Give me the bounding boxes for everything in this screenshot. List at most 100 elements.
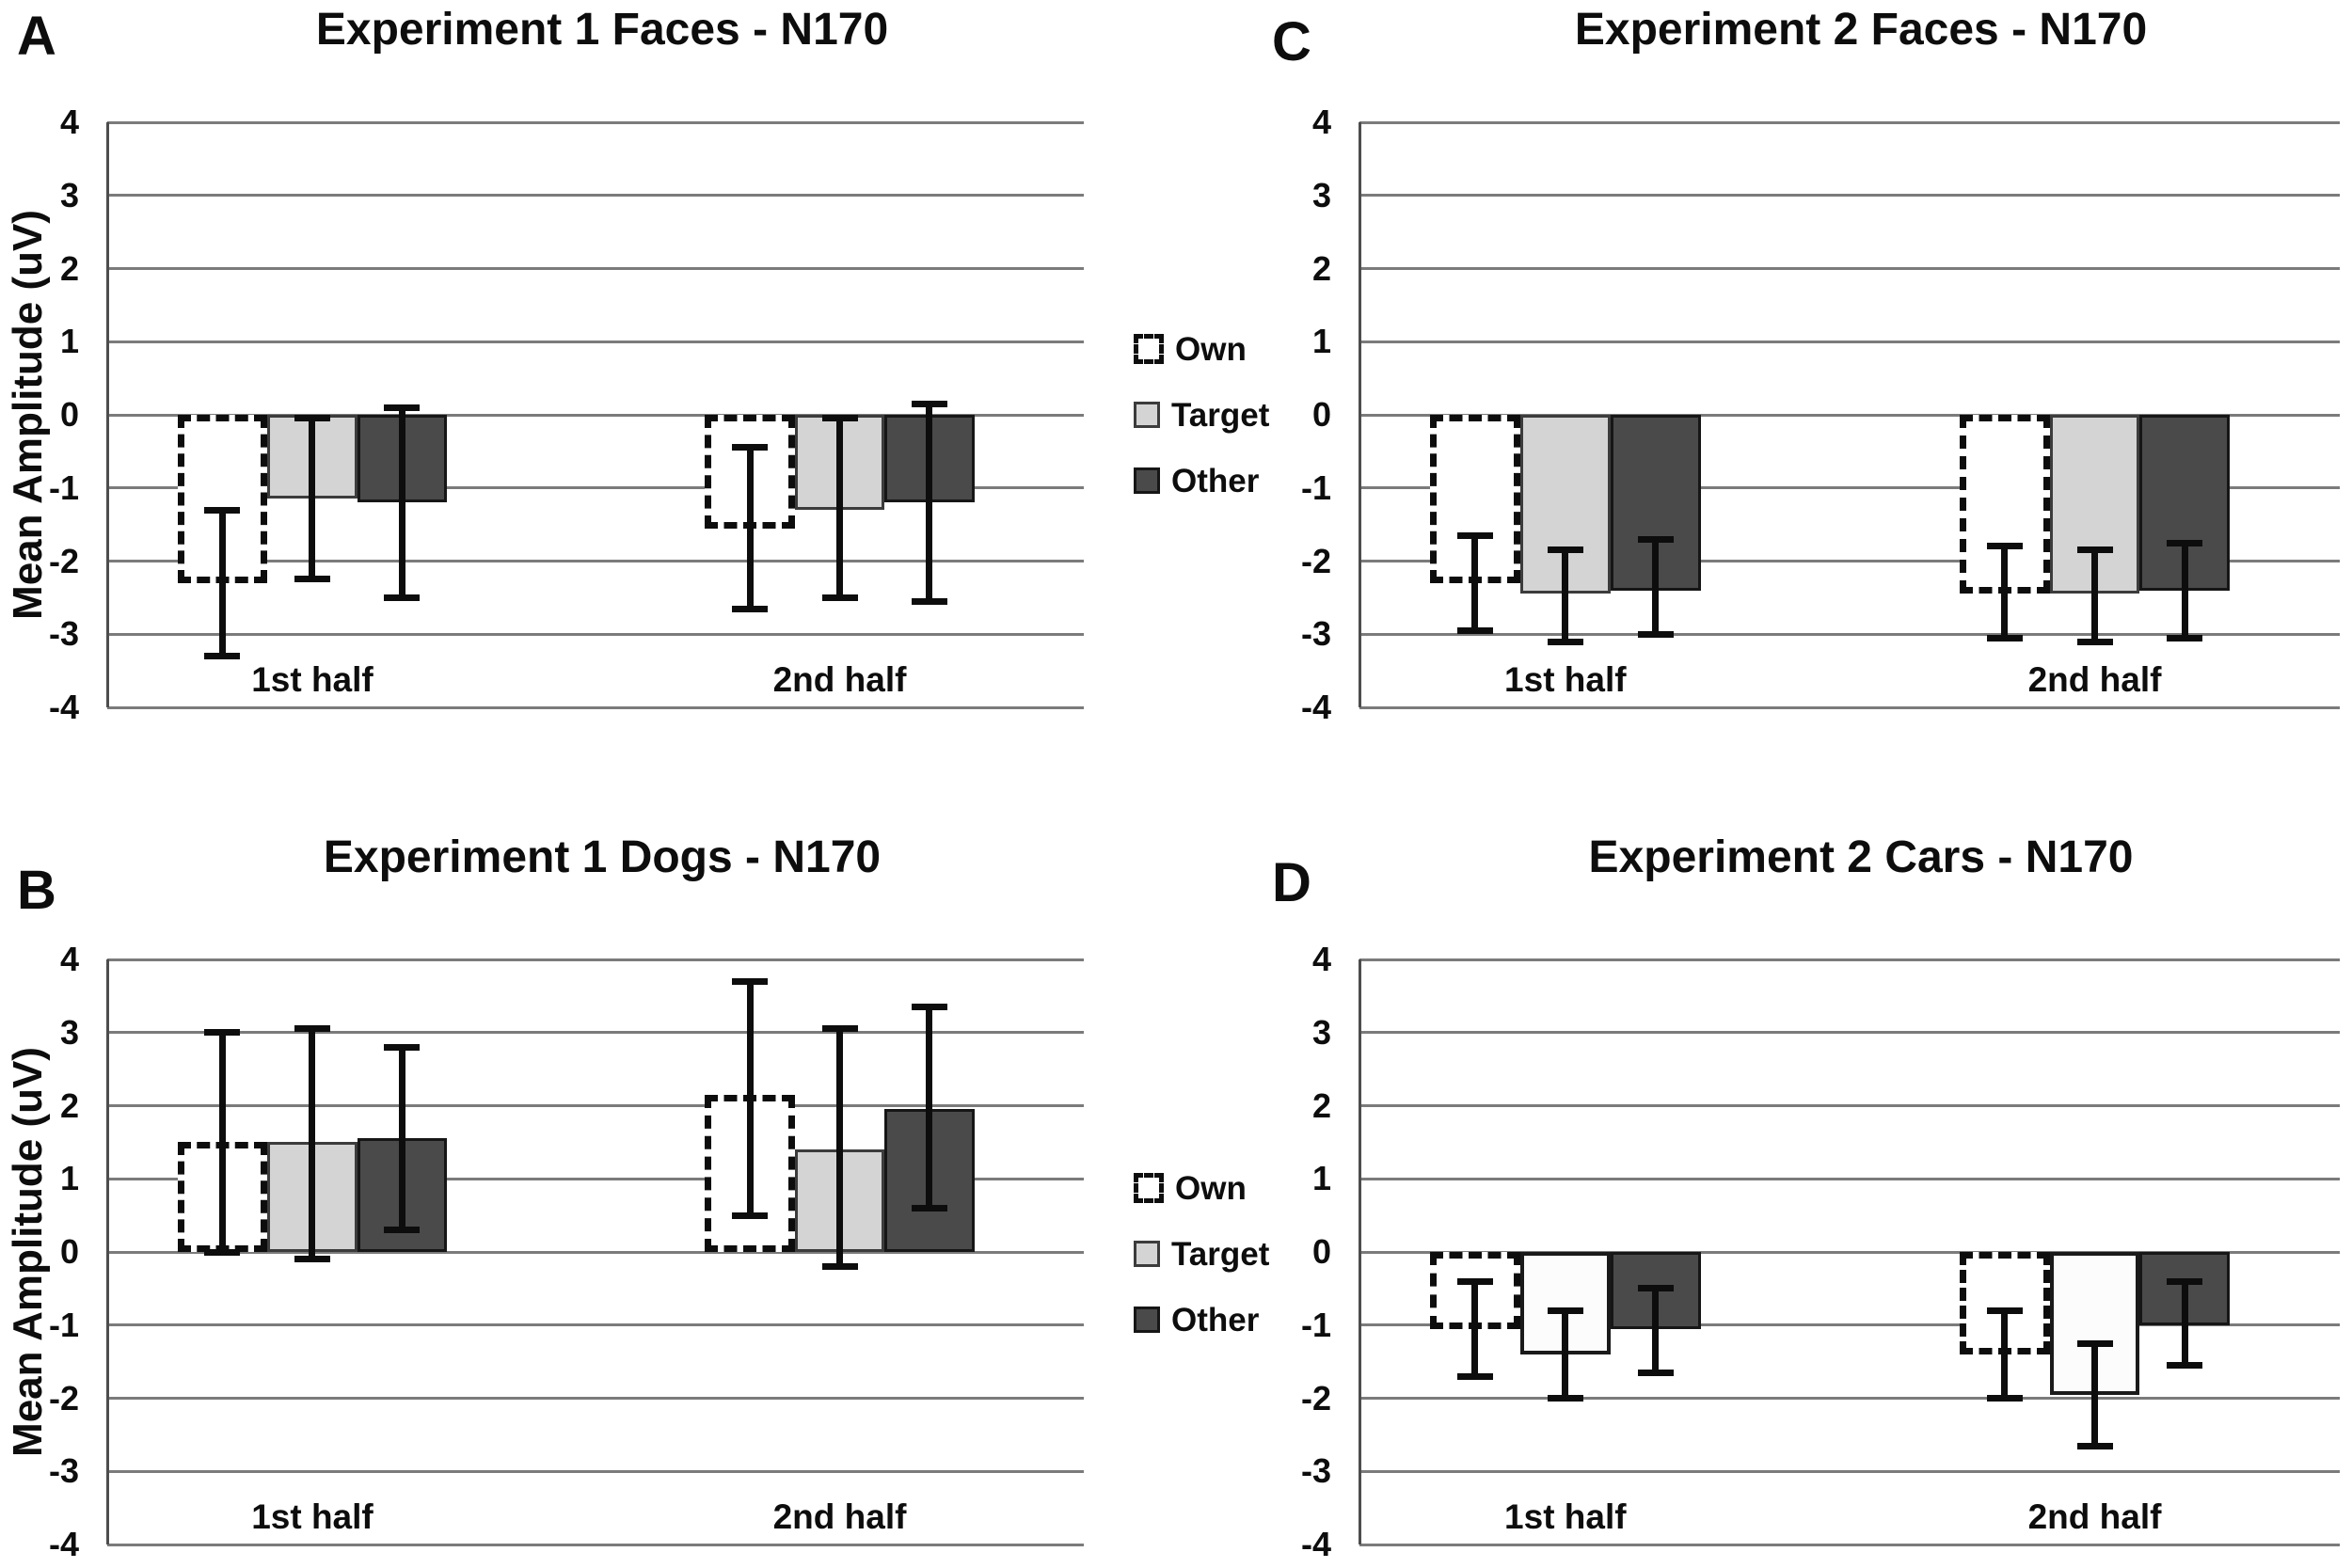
legend-label: Other: [1171, 462, 1260, 499]
y-tick-label: 4: [59, 940, 79, 978]
gridline: [107, 340, 1084, 343]
error-cap-top: [294, 1025, 330, 1033]
y-axis-line: [106, 122, 109, 707]
error-cap-top: [911, 400, 947, 407]
error-cap-top: [2167, 1277, 2203, 1285]
panel-letter: D: [1272, 852, 1311, 913]
bar-other: [1610, 415, 1701, 591]
error-cap-bottom: [911, 597, 947, 605]
gridline: [1359, 705, 2340, 709]
error-cap-bottom: [204, 1248, 241, 1256]
category-label: 2nd half: [2027, 660, 2162, 699]
error-cap-bottom: [1637, 1369, 1674, 1376]
error-cap-bottom: [384, 1227, 421, 1234]
legend-item-target: Target: [1134, 394, 1269, 436]
legend-label: Own: [1175, 1169, 1247, 1207]
y-axis-line: [1359, 959, 1361, 1544]
gridline: [1359, 340, 2340, 343]
legend-bottom-row: Own Target Other: [1134, 1167, 1312, 1346]
target-lightgray-swatch-icon: [1134, 402, 1160, 428]
y-tick-label: 1: [59, 322, 79, 361]
error-bar-other: [2181, 1281, 2188, 1366]
error-bar-own: [1471, 1281, 1479, 1377]
legend-item-own: Own: [1134, 328, 1247, 370]
gridline: [107, 1031, 1084, 1035]
y-tick-label: 3: [59, 175, 79, 214]
gridline: [107, 560, 1084, 562]
error-cap-bottom: [732, 1212, 768, 1219]
error-cap-top: [2076, 546, 2113, 554]
gridline: [107, 958, 1084, 961]
y-tick-label: 1: [1311, 322, 1331, 361]
gridline: [1359, 194, 2340, 198]
gridline: [107, 486, 1084, 490]
y-tick-label: 4: [59, 103, 79, 141]
y-tick-label: 0: [59, 395, 79, 434]
category-label: 2nd half: [772, 1497, 907, 1536]
panel-title: Experiment 2 Faces - N170: [1574, 5, 2148, 55]
y-tick-label: -4: [48, 1525, 79, 1563]
legend-label: Target: [1171, 396, 1270, 434]
gridline: [107, 1250, 1084, 1254]
y-axis-line: [1359, 122, 1361, 707]
own-dashed-swatch-icon: [1134, 1173, 1164, 1203]
error-cap-top: [1986, 543, 2023, 550]
y-tick-label: 2: [1311, 1085, 1331, 1125]
panel-letter: A: [17, 6, 56, 67]
y-tick-label: 0: [1311, 1232, 1331, 1271]
y-tick-label: 2: [1311, 248, 1331, 288]
y-tick-label: -2: [48, 541, 79, 580]
y-tick-label: -4: [1300, 1525, 1331, 1563]
error-bar-target: [2091, 1343, 2098, 1447]
error-bar-own: [2001, 546, 2009, 639]
error-bar-other: [398, 407, 405, 598]
other-darkgray-swatch-icon: [1134, 1307, 1160, 1333]
error-cap-top: [1547, 546, 1583, 554]
error-cap-bottom: [1456, 626, 1493, 634]
gridline: [107, 413, 1084, 417]
y-tick-label: 2: [59, 1085, 79, 1125]
y-tick-label: -4: [1300, 688, 1331, 726]
error-cap-top: [204, 506, 241, 514]
own-dashed-swatch-icon: [1134, 334, 1164, 364]
error-bar-other: [1652, 539, 1660, 635]
error-cap-top: [911, 1004, 947, 1011]
error-cap-bottom: [294, 1256, 330, 1263]
y-tick-label: -1: [1300, 1305, 1331, 1344]
error-bar-target: [1562, 549, 1569, 642]
y-tick-label: 4: [1311, 940, 1331, 978]
category-label: 1st half: [251, 1497, 373, 1536]
error-bar-other: [398, 1047, 405, 1230]
error-cap-top: [732, 977, 768, 985]
error-bar-target: [836, 1028, 843, 1267]
panel-letter: C: [1272, 11, 1311, 72]
error-cap-bottom: [2076, 638, 2113, 645]
error-cap-bottom: [384, 594, 421, 601]
legend-label: Target: [1171, 1235, 1270, 1273]
error-bar-own: [746, 981, 754, 1216]
legend-top-row: Own Target Other: [1134, 328, 1312, 507]
gridline: [1359, 1250, 2340, 1254]
error-cap-top: [2076, 1339, 2113, 1347]
error-cap-top: [1456, 1277, 1493, 1285]
legend-item-target: Target: [1134, 1233, 1269, 1275]
gridline: [1359, 1397, 2340, 1400]
y-tick-label: 3: [1311, 175, 1331, 214]
y-tick-label: -2: [48, 1378, 79, 1418]
error-bar-target: [2091, 549, 2098, 642]
gridline: [1359, 1104, 2340, 1107]
y-tick-label: -1: [48, 467, 79, 507]
error-cap-top: [1637, 535, 1674, 543]
y-tick-label: -3: [48, 1451, 79, 1491]
gridline: [107, 1323, 1084, 1327]
gridline: [1359, 1177, 2340, 1180]
error-bar-own: [218, 1032, 226, 1252]
gridline: [107, 705, 1084, 709]
panel-letter: B: [17, 860, 56, 921]
error-cap-top: [1456, 531, 1493, 539]
error-bar-other: [926, 1006, 933, 1209]
error-cap-top: [2167, 539, 2203, 546]
y-tick-label: -2: [1300, 1378, 1331, 1418]
y-axis-line: [106, 959, 109, 1544]
